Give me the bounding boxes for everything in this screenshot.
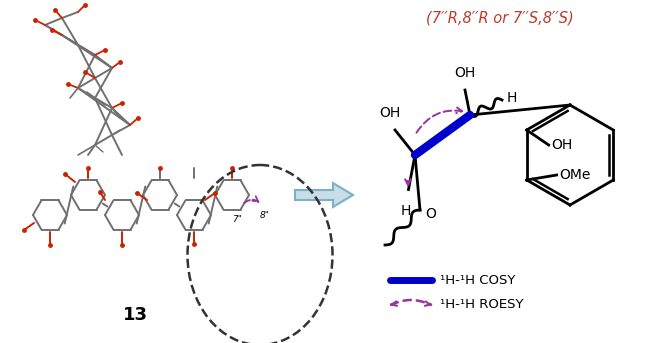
Text: 7": 7"	[232, 215, 242, 225]
Text: (7′′R,8′′R or 7′′S,8′′S): (7′′R,8′′R or 7′′S,8′′S)	[426, 11, 574, 25]
Text: H: H	[507, 91, 518, 105]
Text: OH: OH	[552, 138, 573, 152]
Text: O: O	[425, 207, 436, 221]
Text: ¹H-¹H ROESY: ¹H-¹H ROESY	[440, 298, 524, 311]
Text: OH: OH	[379, 106, 401, 120]
Text: H: H	[401, 204, 411, 218]
Text: OMe: OMe	[560, 168, 591, 182]
Text: 8": 8"	[260, 211, 270, 220]
Polygon shape	[295, 183, 353, 207]
Text: 13: 13	[122, 306, 147, 324]
Text: OH: OH	[454, 66, 476, 80]
Text: ¹H-¹H COSY: ¹H-¹H COSY	[440, 273, 516, 286]
